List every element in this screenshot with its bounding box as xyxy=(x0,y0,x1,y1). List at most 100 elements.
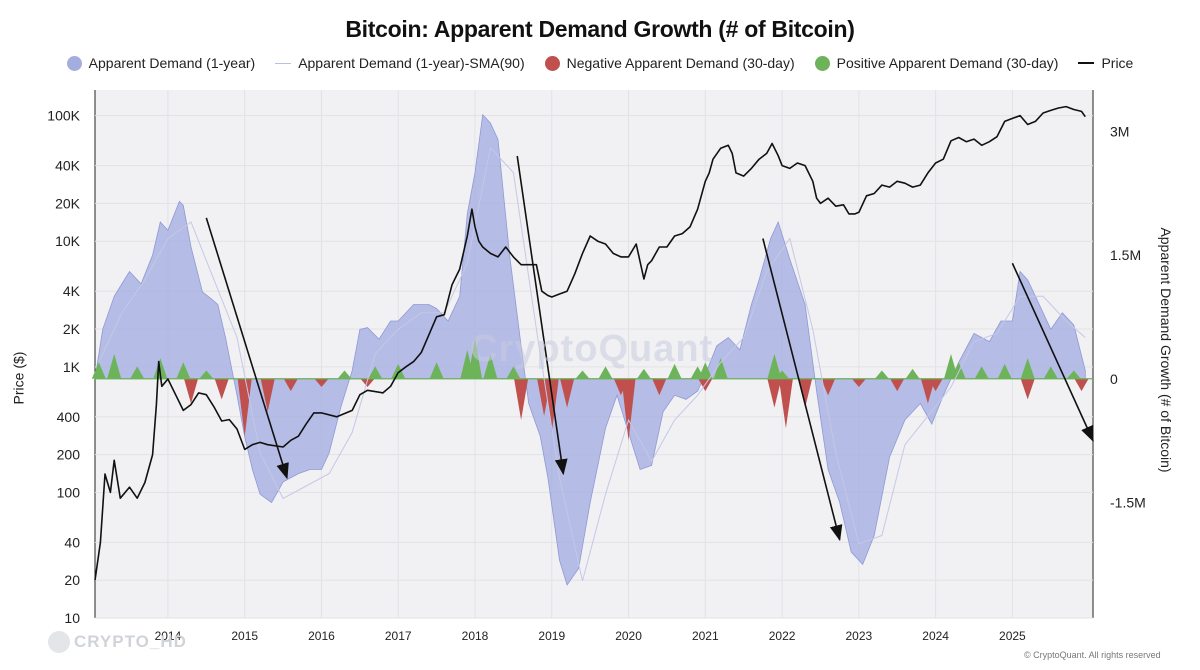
y-left-tick-label: 40K xyxy=(55,158,81,174)
bar-negative-30d xyxy=(537,378,552,416)
bar-negative-30d xyxy=(851,378,866,387)
legend-item-positive-30d[interactable]: Positive Apparent Demand (30-day) xyxy=(814,55,1059,71)
bar-negative-30d xyxy=(621,378,636,441)
legend-item-demand-1y[interactable]: Apparent Demand (1-year) xyxy=(66,55,256,71)
legend-swatch-positive-30d xyxy=(814,55,830,71)
bar-negative-30d xyxy=(184,378,198,404)
bar-positive-30d xyxy=(775,370,790,379)
bar-positive-30d xyxy=(997,363,1012,379)
legend-label-demand-sma: Apparent Demand (1-year)-SMA(90) xyxy=(298,55,525,71)
y-left-tick-label: 100 xyxy=(57,484,81,500)
trend-arrow-3 xyxy=(762,238,843,542)
x-tick-label: 2019 xyxy=(538,629,565,643)
y-right-tick-label: 1.5M xyxy=(1110,247,1141,263)
trend-arrow-1 xyxy=(205,217,289,480)
y-left-tick-label: 4K xyxy=(63,283,81,299)
bar-positive-30d xyxy=(368,366,383,379)
x-tick-label: 2024 xyxy=(922,629,949,643)
bar-positive-30d xyxy=(905,368,920,379)
bar-negative-30d xyxy=(613,378,628,396)
y-right-tick-label: 0 xyxy=(1110,371,1118,387)
y-left-tick-label: 10 xyxy=(64,610,80,626)
bar-positive-30d xyxy=(153,358,168,379)
bar-negative-30d xyxy=(778,378,793,429)
y-left-tick-label: 100K xyxy=(47,108,80,124)
x-tick-label: 2021 xyxy=(692,629,719,643)
legend-swatch-demand-sma xyxy=(275,62,292,64)
y-left-tick-label: 2K xyxy=(63,321,81,337)
x-tick-label: 2018 xyxy=(462,629,489,643)
chart-title: Bitcoin: Apparent Demand Growth (# of Bi… xyxy=(345,16,855,42)
bar-negative-30d xyxy=(652,378,667,396)
bar-negative-30d xyxy=(314,378,329,387)
legend-swatch-demand-1y xyxy=(66,55,82,71)
legend-label-demand-1y: Apparent Demand (1-year) xyxy=(88,55,256,71)
y-left-tick-label: 200 xyxy=(57,447,81,463)
bar-positive-30d xyxy=(429,362,444,379)
trend-arrow-4 xyxy=(1011,262,1094,443)
y-left-tick-label: 20K xyxy=(55,195,81,211)
bar-negative-30d xyxy=(283,378,298,392)
bar-negative-30d xyxy=(1020,378,1035,400)
bar-negative-30d xyxy=(260,378,275,412)
x-tick-label: 2020 xyxy=(615,629,642,643)
legend-swatch-negative-30d xyxy=(544,55,560,71)
bar-positive-30d xyxy=(874,370,889,379)
y-axis-right-label: Apparent Demand Growth (# of Bitcoin) xyxy=(1158,227,1174,473)
legend-label-price: Price xyxy=(1101,55,1134,71)
x-tick-label: 2022 xyxy=(769,629,796,643)
trend-arrow-2 xyxy=(516,155,568,476)
source-tag: CRYPTO_HD xyxy=(74,632,187,651)
bar-positive-30d xyxy=(951,362,966,379)
bar-negative-30d xyxy=(821,378,836,396)
legend-label-negative-30d: Negative Apparent Demand (30-day) xyxy=(566,55,795,71)
bar-positive-30d xyxy=(1020,358,1035,379)
bar-positive-30d xyxy=(176,362,191,379)
bar-positive-30d xyxy=(1066,370,1081,379)
bar-negative-30d xyxy=(928,378,943,392)
bar-positive-30d xyxy=(107,354,122,379)
x-tick-label: 2025 xyxy=(999,629,1026,643)
bar-positive-30d xyxy=(974,366,989,379)
y-left-tick-label: 400 xyxy=(57,409,81,425)
x-tick-label: 2017 xyxy=(385,629,412,643)
legend-swatch-price xyxy=(1078,62,1095,64)
y-left-tick-label: 1K xyxy=(63,359,81,375)
bar-positive-30d xyxy=(391,363,406,379)
legend-label-positive-30d: Positive Apparent Demand (30-day) xyxy=(836,55,1059,71)
y-left-tick-label: 40 xyxy=(64,534,80,550)
bar-negative-30d xyxy=(560,378,575,408)
bar-positive-30d xyxy=(767,354,782,379)
bar-negative-30d xyxy=(544,378,559,433)
bar-positive-30d xyxy=(130,366,145,379)
telegram-icon xyxy=(48,631,70,653)
legend-item-negative-30d[interactable]: Negative Apparent Demand (30-day) xyxy=(544,55,795,71)
y-left-tick-label: 20 xyxy=(64,572,80,588)
bar-negative-30d xyxy=(767,378,782,408)
copyright: © CryptoQuant. All rights reserved xyxy=(1024,650,1161,660)
bar-negative-30d xyxy=(798,378,813,408)
bar-negative-30d xyxy=(214,378,229,400)
bar-positive-30d xyxy=(575,370,590,379)
x-tick-label: 2023 xyxy=(846,629,873,643)
bar-negative-30d xyxy=(237,378,252,437)
bar-negative-30d xyxy=(1074,378,1089,392)
y-right-tick-label: -1.5M xyxy=(1110,495,1146,511)
bar-positive-30d xyxy=(944,354,958,379)
bar-positive-30d xyxy=(91,362,106,379)
legend-item-price[interactable]: Price xyxy=(1078,55,1133,71)
y-right-tick-label: 3M xyxy=(1110,123,1129,139)
bar-negative-30d xyxy=(920,378,935,404)
y-axis-left-label: Price ($) xyxy=(10,351,27,405)
bar-positive-30d xyxy=(713,358,728,379)
bar-positive-30d xyxy=(1043,366,1058,379)
watermark: CryptoQuant xyxy=(470,328,714,370)
bar-positive-30d xyxy=(337,370,352,379)
bar-negative-30d xyxy=(890,378,905,392)
y-left-tick-label: 10K xyxy=(55,233,81,249)
bar-negative-30d xyxy=(698,378,713,392)
legend-item-demand-sma[interactable]: Apparent Demand (1-year)-SMA(90) xyxy=(275,55,525,71)
bar-positive-30d xyxy=(199,370,214,379)
bar-negative-30d xyxy=(514,378,529,420)
legend: Apparent Demand (1-year) Apparent Demand… xyxy=(0,55,1200,71)
